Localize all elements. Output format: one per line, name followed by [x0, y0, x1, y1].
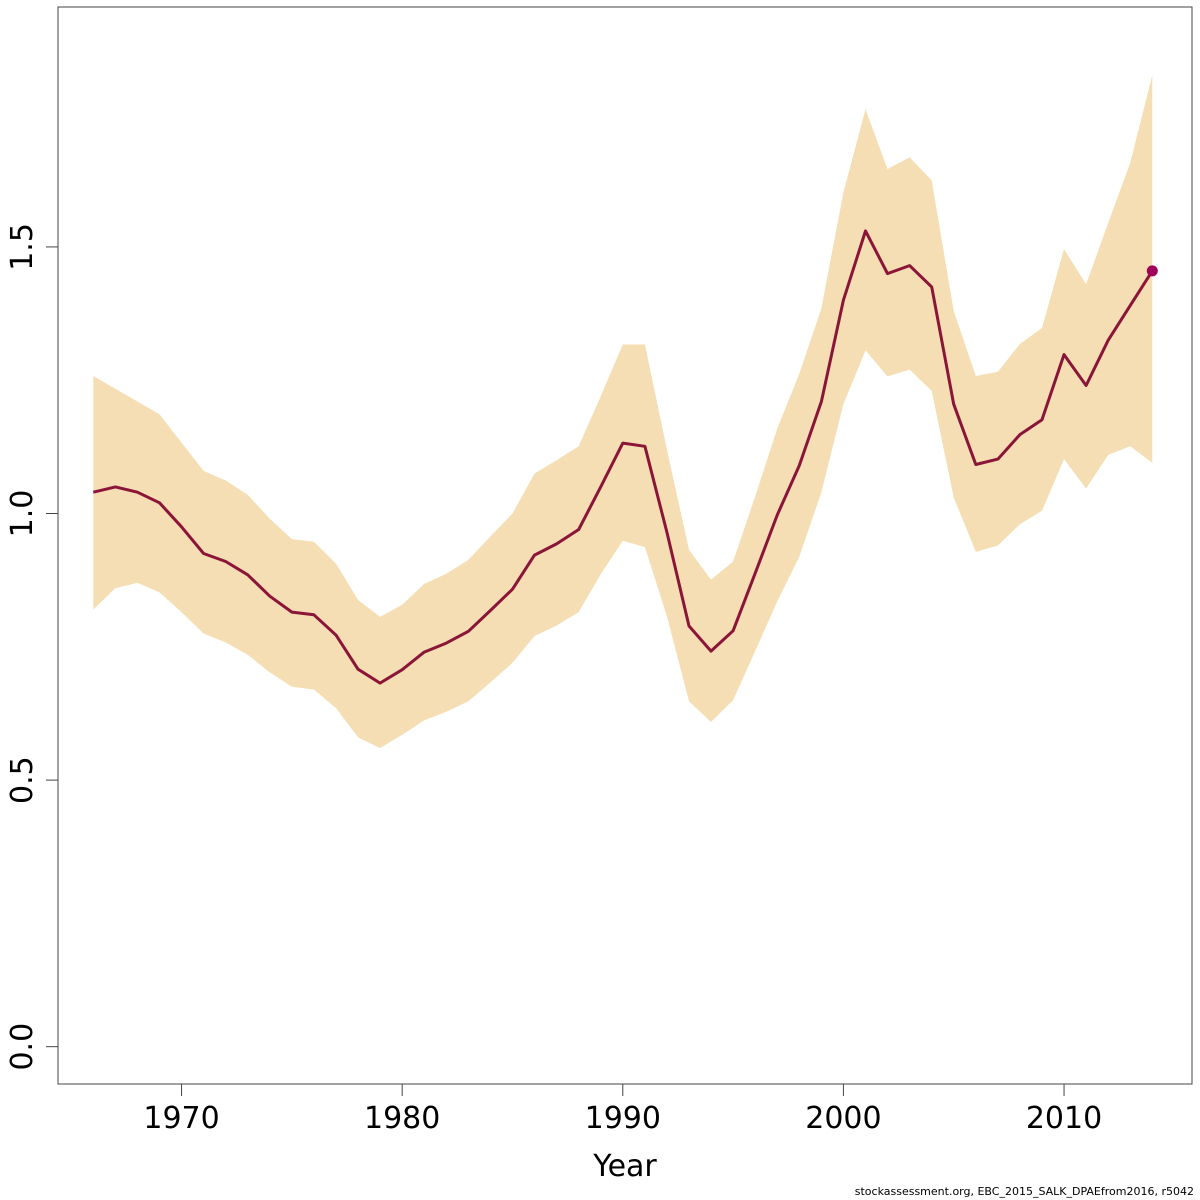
confidence-band: [93, 75, 1153, 749]
x-axis-title: Year: [592, 1149, 657, 1184]
series-line: [92, 229, 1154, 685]
y-tick-label: 0.0: [5, 1023, 40, 1071]
confidence-band-layer: [93, 75, 1153, 749]
x-tick-label: 2010: [1026, 1101, 1102, 1136]
plot-frame: [57, 6, 1193, 1085]
x-tick-label: 1990: [585, 1101, 661, 1136]
x-tick-label: 1980: [364, 1101, 440, 1136]
y-tick-label: 1.5: [5, 223, 40, 271]
series-line-layer: [92, 229, 1158, 685]
y-tick-label: 0.5: [5, 756, 40, 804]
y-axis: 0.0 0.5 1.0 1.5: [5, 223, 58, 1071]
y-tick-label: 1.0: [5, 490, 40, 538]
endpoint-marker: [1146, 265, 1158, 277]
footer-text: stockassessment.org, EBC_2015_SALK_DPAEf…: [854, 1185, 1194, 1198]
x-tick-label: 2000: [805, 1101, 881, 1136]
x-tick-label: 1970: [143, 1101, 219, 1136]
x-axis: 1970 1980 1990 2000 2010: [143, 1084, 1102, 1136]
